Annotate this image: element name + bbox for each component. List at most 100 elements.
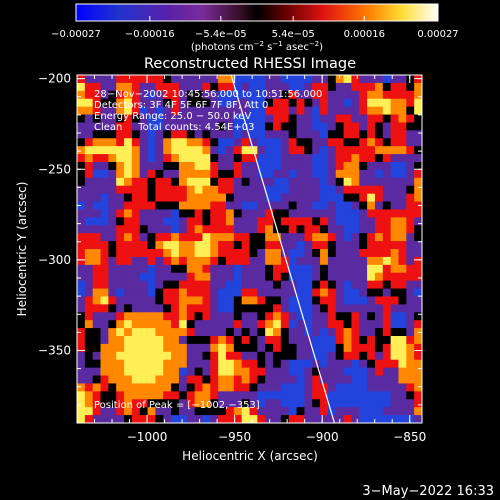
heatmap-cell	[77, 98, 86, 108]
heatmap-cell	[280, 280, 290, 289]
heatmap-cell	[359, 367, 368, 376]
heatmap-cell	[382, 114, 392, 123]
heatmap-cell	[398, 233, 407, 242]
heatmap-cell	[343, 399, 352, 408]
heatmap-cell	[171, 201, 180, 210]
heatmap-cell	[147, 122, 156, 131]
heatmap-cell	[218, 320, 227, 329]
heatmap-cell	[241, 272, 250, 282]
heatmap-cell	[343, 122, 352, 131]
heatmap-cell	[178, 185, 188, 195]
heatmap-cell	[178, 122, 188, 131]
heatmap-cell	[367, 359, 376, 369]
heatmap-cell	[351, 75, 360, 84]
heatmap-cell	[116, 217, 125, 226]
heatmap-cell	[139, 138, 148, 147]
heatmap-cell	[155, 256, 164, 266]
heatmap-cell	[108, 407, 117, 416]
heatmap-cell	[304, 130, 313, 139]
heatmap-cell	[171, 264, 180, 274]
heatmap-cell	[273, 162, 282, 171]
heatmap-cell	[155, 225, 164, 234]
heatmap-cell	[116, 82, 125, 92]
heatmap-cell	[194, 391, 203, 400]
heatmap-cell	[124, 146, 133, 155]
heatmap-cell	[335, 177, 344, 187]
heatmap-cell	[312, 391, 321, 400]
heatmap-cell	[218, 114, 227, 123]
heatmap-cell	[202, 201, 211, 210]
heatmap-cell	[241, 114, 250, 123]
heatmap-cell	[147, 391, 156, 400]
heatmap-cell	[414, 75, 422, 84]
heatmap-cell	[202, 343, 211, 353]
heatmap-cell	[406, 106, 415, 115]
heatmap-cell	[225, 264, 235, 274]
heatmap-cell	[131, 146, 141, 155]
heatmap-cell	[108, 296, 117, 305]
heatmap-cell	[249, 256, 258, 266]
heatmap-cell	[186, 75, 196, 84]
heatmap-cell	[108, 375, 117, 384]
heatmap-cell	[367, 146, 376, 155]
heatmap-cell	[374, 336, 384, 345]
heatmap-cell	[343, 185, 352, 195]
heatmap-cell	[343, 193, 352, 202]
heatmap-cell	[280, 264, 290, 274]
heatmap-cell	[390, 122, 399, 131]
heatmap-cell	[398, 383, 407, 392]
heatmap-cell	[186, 130, 196, 139]
heatmap-cell	[225, 122, 235, 131]
heatmap-cell	[320, 249, 329, 258]
heatmap-cell	[257, 264, 266, 274]
heatmap-cell	[116, 288, 125, 297]
heatmap-cell	[194, 312, 203, 321]
heatmap-cell	[327, 367, 337, 376]
heatmap-cell	[280, 75, 290, 84]
heatmap-cell	[312, 264, 321, 274]
heatmap-cell	[108, 162, 117, 171]
heatmap-cell	[288, 359, 297, 369]
heatmap-cell	[194, 343, 203, 353]
heatmap-cell	[225, 383, 235, 392]
heatmap-cell	[359, 375, 368, 384]
colorbar-tick-labels: −0.00027 −0.00016 −5.4e−05 5.4e−05 0.00016 0.…	[51, 29, 459, 40]
heatmap-cell	[312, 249, 321, 258]
heatmap-cell	[131, 415, 141, 423]
heatmap-cell	[171, 280, 180, 289]
heatmap-cell	[92, 312, 101, 321]
heatmap-cell	[233, 336, 243, 345]
heatmap-cell	[296, 359, 305, 369]
heatmap-cell	[147, 399, 156, 408]
heatmap-cell	[288, 162, 297, 171]
heatmap-cell	[202, 106, 211, 115]
heatmap-cell	[382, 75, 392, 84]
heatmap-cell	[367, 336, 376, 345]
heatmap-cell	[241, 193, 250, 202]
heatmap-cell	[312, 233, 321, 242]
heatmap-cell	[210, 193, 219, 202]
heatmap-cell	[257, 114, 266, 123]
annotation-time-range: 28−Nov−2002 10:45:56.000 to 10:51:56.000	[94, 89, 322, 100]
heatmap-cell	[367, 351, 376, 361]
heatmap-cell	[241, 249, 250, 258]
heatmap-cell	[210, 249, 219, 258]
heatmap-cell	[296, 241, 305, 250]
heatmap-cell	[139, 407, 148, 416]
heatmap-cell	[147, 146, 156, 155]
y-tick-labels: −200−250−300−350	[38, 72, 71, 358]
heatmap-cell	[163, 233, 172, 242]
heatmap-cell	[296, 407, 305, 416]
heatmap-cell	[273, 75, 282, 84]
heatmap-cell	[414, 106, 422, 115]
heatmap-cell	[210, 328, 219, 337]
heatmap-cell	[116, 90, 125, 100]
heatmap-cell	[233, 367, 243, 376]
heatmap-cell	[288, 106, 297, 115]
heatmap-cell	[124, 399, 133, 408]
heatmap-cell	[390, 146, 399, 155]
heatmap-cell	[139, 280, 148, 289]
heatmap-cell	[139, 264, 148, 274]
heatmap-cell	[390, 75, 399, 84]
heatmap-cell	[194, 162, 203, 171]
